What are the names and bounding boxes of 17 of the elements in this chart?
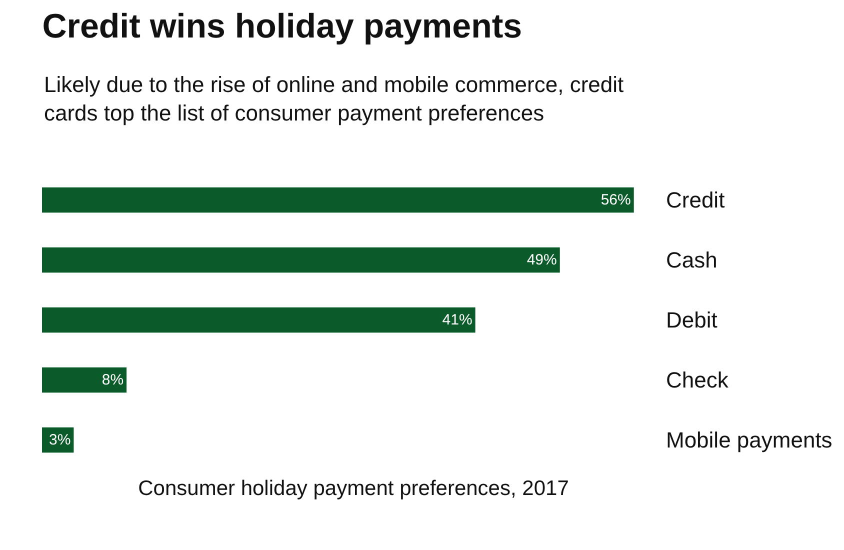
data-label: 8% bbox=[102, 372, 124, 388]
bar bbox=[42, 307, 476, 333]
y-tick-label: Debit bbox=[666, 308, 718, 333]
data-label: 3% bbox=[49, 432, 71, 448]
y-tick-label: Credit bbox=[666, 188, 725, 213]
data-label: 56% bbox=[600, 192, 631, 208]
bar bbox=[42, 187, 634, 213]
data-label: 41% bbox=[442, 312, 472, 328]
chart-subtitle: Likely due to the rise of online and mobile commerce, credit cards top the list of consumer payment preferences bbox=[44, 72, 624, 126]
y-tick-label: Mobile payments bbox=[666, 428, 832, 453]
y-tick-label: Cash bbox=[666, 248, 718, 273]
bar bbox=[42, 247, 560, 273]
bar bbox=[42, 367, 127, 393]
y-tick-label: Check bbox=[666, 368, 730, 393]
x-axis-title: Consumer holiday payment preferences, 2017 bbox=[138, 477, 569, 500]
data-label: 49% bbox=[526, 252, 557, 268]
chart-title: Credit wins holiday payments bbox=[42, 8, 522, 46]
